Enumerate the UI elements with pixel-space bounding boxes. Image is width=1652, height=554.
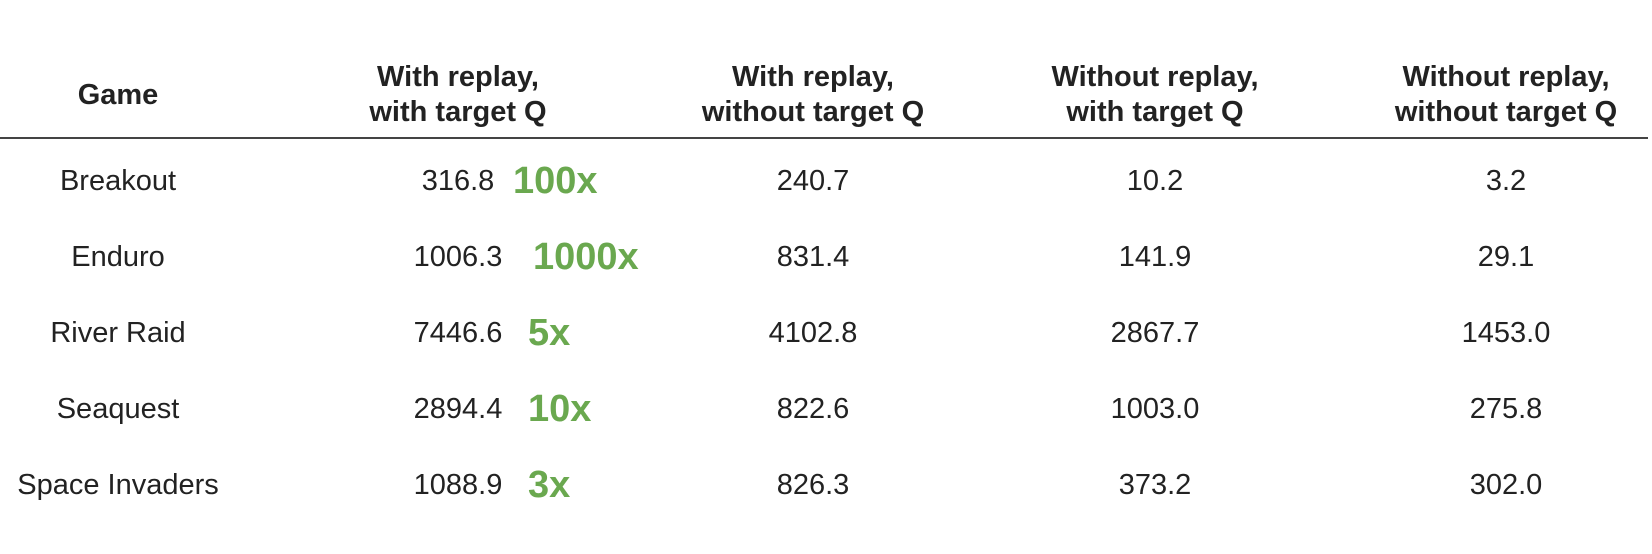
score-cell: 240.7	[776, 164, 850, 197]
score-cell: 2894.4	[413, 392, 503, 425]
score-cell: 141.9	[1118, 240, 1192, 273]
speedup-annotation: 10x	[528, 387, 592, 430]
game-cell: Space Invaders	[17, 468, 219, 501]
header-without-replay-with-target-q: Without replay, with target Q	[1051, 61, 1259, 128]
score-cell: 2867.7	[1110, 316, 1200, 349]
speedup-annotation: 100x	[513, 159, 598, 202]
score-cell: 826.3	[776, 468, 850, 501]
table-row: Seaquest 2894.4 822.6 1003.0 275.8 10x	[0, 371, 1652, 447]
score-cell: 822.6	[776, 392, 850, 425]
header-rule	[0, 137, 1648, 139]
score-cell: 1006.3	[413, 240, 503, 273]
speedup-annotation: 5x	[528, 311, 571, 354]
speedup-annotation: 1000x	[533, 235, 639, 278]
score-cell: 1003.0	[1110, 392, 1200, 425]
score-cell: 316.8	[421, 164, 495, 197]
header-with-replay-with-target-q: With replay, with target Q	[369, 61, 547, 128]
table-row: Breakout 316.8 240.7 10.2 3.2 100x	[0, 143, 1652, 219]
score-cell: 831.4	[776, 240, 850, 273]
score-cell: 302.0	[1469, 468, 1543, 501]
speedup-annotation: 3x	[528, 463, 571, 506]
score-cell: 4102.8	[768, 316, 858, 349]
header-without-replay-without-target-q: Without replay, without target Q	[1394, 61, 1618, 128]
score-cell: 7446.6	[413, 316, 503, 349]
score-cell: 10.2	[1126, 164, 1184, 197]
score-cell: 29.1	[1477, 240, 1535, 273]
score-cell: 373.2	[1118, 468, 1192, 501]
game-cell: Seaquest	[56, 392, 180, 425]
score-cell: 3.2	[1485, 164, 1527, 197]
game-cell: Enduro	[71, 240, 165, 273]
score-cell: 1088.9	[413, 468, 503, 501]
score-cell: 275.8	[1469, 392, 1543, 425]
game-cell: Breakout	[59, 164, 177, 197]
table-row: River Raid 7446.6 4102.8 2867.7 1453.0 5x	[0, 295, 1652, 371]
header-game: Game	[77, 78, 159, 111]
table-row: Space Invaders 1088.9 826.3 373.2 302.0 3x	[0, 447, 1652, 523]
table-row: Enduro 1006.3 831.4 141.9 29.1 1000x	[0, 219, 1652, 295]
score-cell: 1453.0	[1461, 316, 1551, 349]
header-with-replay-without-target-q: With replay, without target Q	[701, 61, 925, 128]
game-cell: River Raid	[50, 316, 186, 349]
